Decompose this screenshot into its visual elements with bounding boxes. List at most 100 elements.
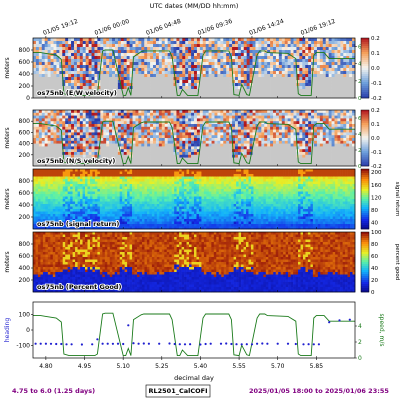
heatmap-cell: [161, 132, 166, 136]
y-tick-label: 200: [19, 152, 31, 159]
heatmap-cell: [56, 68, 60, 72]
heatmap-cell: [302, 56, 306, 60]
heatmap-cell: [284, 47, 288, 51]
heatmap-cell: [258, 77, 262, 81]
heatmap-cell: [290, 115, 294, 119]
heatmap-cell: [50, 201, 54, 205]
heatmap-cell: [293, 129, 297, 133]
heatmap-cell: [217, 74, 221, 78]
heatmap-cell: [308, 92, 312, 96]
heatmap-cell: [33, 160, 37, 164]
heatmap-cell: [182, 149, 186, 153]
heatmap-cell: [325, 68, 329, 72]
heatmap-cell: [135, 65, 139, 69]
heatmap-cell: [91, 140, 95, 144]
heatmap-cell: [240, 92, 245, 96]
heatmap-cell: [50, 126, 54, 130]
heatmap-cell: [340, 152, 344, 156]
heatmap-cell: [73, 41, 78, 45]
heatmap-cell: [293, 110, 297, 114]
heatmap-cell: [328, 112, 332, 116]
heatmap-cell: [164, 163, 168, 167]
heatmap-cell: [299, 83, 303, 87]
heatmap-cell: [246, 86, 250, 90]
heatmap-cell: [302, 89, 306, 93]
heatmap-cell: [35, 41, 40, 45]
heatmap-cell: [73, 154, 78, 158]
heatmap-cell: [325, 74, 329, 78]
heatmap-cell: [261, 149, 265, 153]
heatmap-cell: [42, 209, 46, 212]
heatmap-cell: [141, 160, 145, 164]
heatmap-cell: [346, 44, 350, 48]
heatmap-cell: [287, 138, 291, 142]
heatmap-cell: [211, 92, 215, 96]
heatmap-cell: [319, 126, 324, 130]
heatmap-cell: [208, 56, 212, 60]
heatmap-cell: [349, 157, 353, 161]
heatmap-cell: [278, 86, 283, 90]
heatmap-cell: [281, 95, 286, 99]
heatmap-cell: [155, 163, 160, 167]
heatmap-cell: [47, 189, 51, 192]
heatmap-cell: [325, 80, 329, 84]
heatmap-cell: [340, 154, 344, 158]
heatmap-cell: [67, 224, 71, 227]
heatmap-cell: [35, 194, 39, 197]
heatmap-cell: [114, 163, 119, 167]
heatmap-cell: [35, 176, 39, 180]
heatmap-cell: [67, 206, 71, 210]
heatmap-cell: [144, 59, 148, 63]
heatmap-cell: [70, 194, 73, 197]
heatmap-cell: [164, 65, 168, 69]
heatmap-cell: [70, 209, 73, 212]
heatmap-cell: [188, 135, 192, 139]
heatmap-cell: [296, 95, 300, 99]
heatmap-cell: [261, 129, 265, 133]
heatmap-cell: [147, 89, 151, 93]
heatmap-cell: [334, 126, 338, 130]
heatmap-cell: [62, 204, 66, 207]
heatmap-cell: [65, 194, 68, 197]
heatmap-cell: [322, 121, 327, 125]
heatmap-cell: [35, 214, 39, 217]
heatmap-cell: [82, 59, 86, 63]
heatmap-cell: [158, 47, 163, 51]
heatmap-cell: [237, 124, 242, 128]
heatmap-cell: [246, 77, 250, 81]
heatmap-cell: [194, 157, 198, 161]
heatmap-cell: [237, 112, 242, 116]
heatmap-cell: [293, 157, 297, 161]
heatmap-cell: [94, 146, 98, 150]
heatmap-cell: [50, 194, 54, 197]
heatmap-cell: [252, 41, 256, 45]
heatmap-cell: [67, 216, 71, 220]
heatmap-cell: [120, 126, 125, 130]
heatmap-cell: [114, 152, 119, 156]
heatmap-cell: [264, 77, 268, 81]
heatmap-cell: [202, 160, 207, 164]
heatmap-cell: [170, 83, 174, 87]
heatmap-cell: [237, 146, 242, 150]
heatmap-cell: [60, 224, 64, 227]
heatmap-cell: [343, 83, 347, 87]
heatmap-cell: [270, 163, 274, 167]
heatmap-cell: [147, 47, 151, 51]
heatmap-cell: [270, 154, 274, 158]
heatmap-cell: [229, 92, 233, 96]
heatmap-cell: [261, 89, 265, 93]
heatmap-cell: [284, 157, 288, 161]
heatmap-cell: [75, 209, 78, 212]
heatmap-cell: [334, 50, 338, 54]
heatmap-cell: [340, 62, 344, 66]
heatmap-cell: [343, 68, 347, 72]
heatmap-cell: [205, 77, 209, 81]
heatmap-cell: [35, 112, 40, 116]
heatmap-cell: [147, 71, 151, 75]
heatmap-cell: [53, 138, 57, 142]
heatmap-cell: [100, 140, 104, 144]
heatmap-cell: [144, 146, 148, 150]
heatmap-cell: [155, 50, 160, 54]
heatmap-cell: [82, 77, 86, 81]
heatmap-cell: [100, 118, 104, 122]
